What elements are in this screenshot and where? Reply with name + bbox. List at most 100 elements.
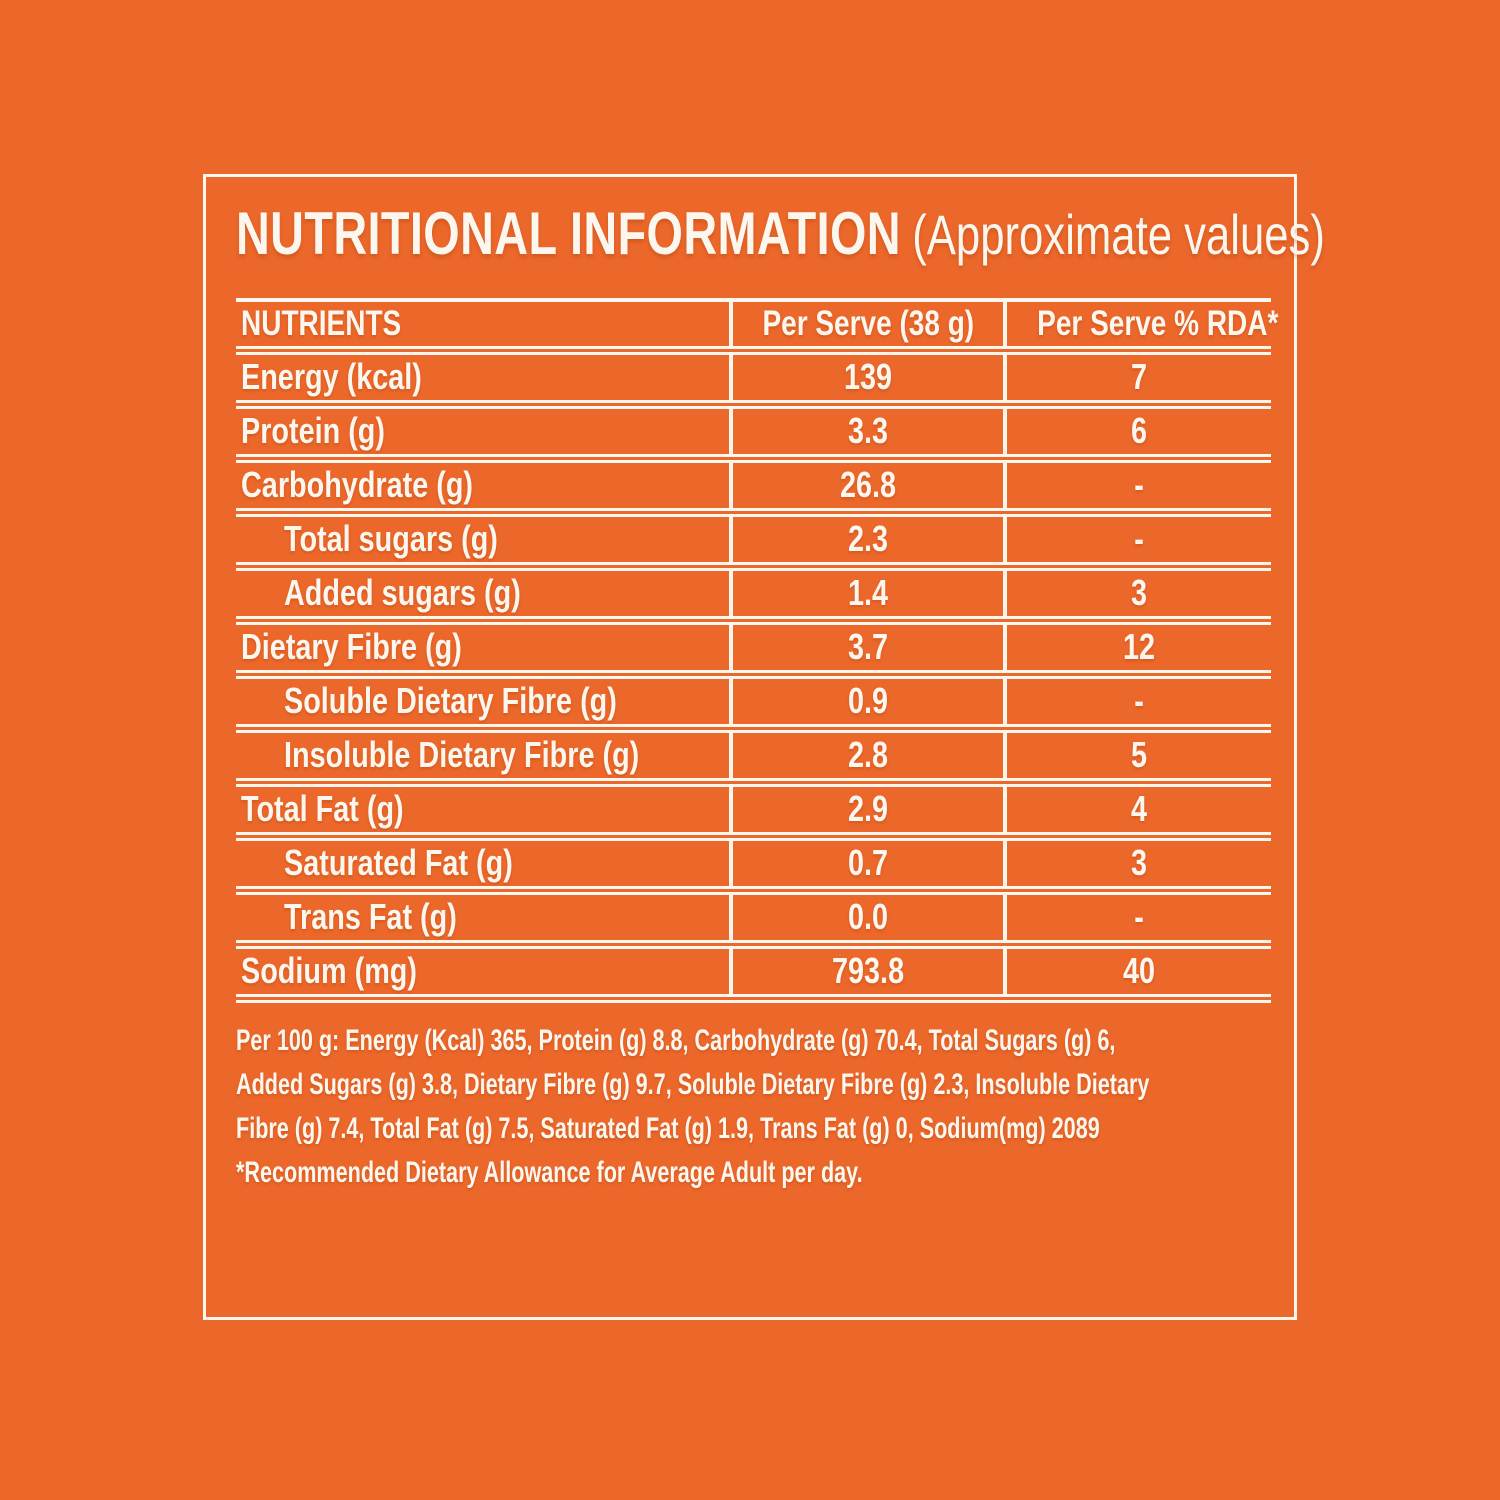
col-header-nutrients: NUTRIENTS bbox=[236, 298, 731, 355]
table-row: Insoluble Dietary Fibre (g) 2.8 5 bbox=[236, 728, 1271, 787]
rda-value-cell: 4 bbox=[1003, 782, 1271, 841]
per-serve-value-cell: 26.8 bbox=[729, 458, 1005, 517]
per-serve-value-cell: 2.9 bbox=[729, 782, 1005, 841]
per-100g-note-line-3: Fibre (g) 7.4, Total Fat (g) 7.5, Satura… bbox=[236, 1111, 1100, 1145]
per-serve-value: 0.7 bbox=[847, 842, 889, 883]
nutrient-label: Total Fat (g) bbox=[241, 788, 404, 829]
title-qualifier: (Approximate values) bbox=[912, 203, 1325, 266]
nutrient-label: Energy (kcal) bbox=[241, 356, 422, 397]
per-serve-value: 0.0 bbox=[847, 896, 889, 937]
rda-value-cell: 3 bbox=[1003, 566, 1271, 625]
rda-value-cell: - bbox=[1003, 674, 1271, 733]
page-title: NUTRITIONAL INFORMATION bbox=[236, 200, 901, 267]
rda-value: - bbox=[1134, 680, 1144, 721]
table-row: Total Fat (g) 2.9 4 bbox=[236, 782, 1271, 841]
rda-value-cell: 3 bbox=[1003, 836, 1271, 895]
nutrient-label-cell: Protein (g) bbox=[236, 404, 731, 463]
table-row: Total sugars (g) 2.3 - bbox=[236, 512, 1271, 571]
per-serve-value-cell: 139 bbox=[729, 350, 1005, 409]
per-serve-value: 2.9 bbox=[847, 788, 889, 829]
rda-value-cell: 40 bbox=[1003, 944, 1271, 1003]
per-serve-value: 3.3 bbox=[847, 410, 889, 451]
nutrient-label-cell: Sodium (mg) bbox=[236, 944, 731, 1003]
nutrient-label: Saturated Fat (g) bbox=[284, 842, 513, 883]
rda-value: 3 bbox=[1130, 572, 1148, 613]
rda-value: 4 bbox=[1130, 788, 1148, 829]
col-header-per-serve-label: Per Serve (38 g) bbox=[762, 303, 974, 343]
footnotes: Per 100 g: Energy (Kcal) 365, Protein (g… bbox=[236, 1019, 1294, 1195]
rda-value: 5 bbox=[1130, 734, 1148, 775]
per-serve-value-cell: 0.9 bbox=[729, 674, 1005, 733]
table-row: Sodium (mg) 793.8 40 bbox=[236, 944, 1271, 1003]
rda-value-cell: - bbox=[1003, 512, 1271, 571]
per-100g-note-line-1: Per 100 g: Energy (Kcal) 365, Protein (g… bbox=[236, 1023, 1116, 1057]
table-row: Added sugars (g) 1.4 3 bbox=[236, 566, 1271, 625]
nutrient-label-cell: Insoluble Dietary Fibre (g) bbox=[236, 728, 731, 787]
nutrient-label-cell: Saturated Fat (g) bbox=[236, 836, 731, 895]
nutrient-label-cell: Dietary Fibre (g) bbox=[236, 620, 731, 679]
per-serve-value-cell: 3.7 bbox=[729, 620, 1005, 679]
panel-title: NUTRITIONAL INFORMATION (Approximate val… bbox=[236, 199, 1325, 268]
per-serve-value-cell: 2.8 bbox=[729, 728, 1005, 787]
rda-value-cell: 12 bbox=[1003, 620, 1271, 679]
rda-value-cell: 5 bbox=[1003, 728, 1271, 787]
per-serve-value: 2.8 bbox=[847, 734, 889, 775]
rda-value: 3 bbox=[1130, 842, 1148, 883]
table-row: Energy (kcal) 139 7 bbox=[236, 350, 1271, 409]
per-serve-value: 3.7 bbox=[847, 626, 889, 667]
rda-value: 40 bbox=[1122, 950, 1156, 991]
nutrient-label: Carbohydrate (g) bbox=[241, 464, 474, 505]
nutrient-label: Trans Fat (g) bbox=[284, 896, 457, 937]
col-header-nutrients-label: NUTRIENTS bbox=[241, 303, 402, 343]
col-header-per-serve-rda-label: Per Serve % RDA* bbox=[1037, 303, 1279, 343]
nutrient-label: Sodium (mg) bbox=[241, 950, 417, 991]
rda-value-cell: 7 bbox=[1003, 350, 1271, 409]
rda-value-cell: - bbox=[1003, 458, 1271, 517]
per-serve-value-cell: 793.8 bbox=[729, 944, 1005, 1003]
nutrient-label-cell: Soluble Dietary Fibre (g) bbox=[236, 674, 731, 733]
per-serve-value: 139 bbox=[843, 356, 893, 397]
table-row: Dietary Fibre (g) 3.7 12 bbox=[236, 620, 1271, 679]
rda-value-cell: - bbox=[1003, 890, 1271, 949]
per-100g-note-line-2: Added Sugars (g) 3.8, Dietary Fibre (g) … bbox=[236, 1067, 1150, 1101]
nutrition-panel: NUTRITIONAL INFORMATION (Approximate val… bbox=[203, 174, 1325, 1320]
rda-value: 6 bbox=[1130, 410, 1148, 451]
per-serve-value: 2.3 bbox=[847, 518, 889, 559]
col-header-per-serve-rda: Per Serve % RDA* bbox=[1003, 298, 1278, 355]
nutrient-label: Protein (g) bbox=[241, 410, 385, 451]
per-serve-value-cell: 1.4 bbox=[729, 566, 1005, 625]
rda-value: 12 bbox=[1122, 626, 1156, 667]
per-serve-value-cell: 0.0 bbox=[729, 890, 1005, 949]
nutrient-label-cell: Energy (kcal) bbox=[236, 350, 731, 409]
table-row: Saturated Fat (g) 0.7 3 bbox=[236, 836, 1271, 895]
per-serve-value-cell: 0.7 bbox=[729, 836, 1005, 895]
nutrient-label: Dietary Fibre (g) bbox=[241, 626, 462, 667]
header-row: NUTRIENTS Per Serve (38 g) Per Serve % R… bbox=[236, 298, 1278, 355]
nutrient-label-cell: Trans Fat (g) bbox=[236, 890, 731, 949]
table-row: Carbohydrate (g) 26.8 - bbox=[236, 458, 1271, 517]
nutrient-label-cell: Total sugars (g) bbox=[236, 512, 731, 571]
per-serve-value: 1.4 bbox=[847, 572, 889, 613]
rda-note-line: *Recommended Dietary Allowance for Avera… bbox=[236, 1155, 863, 1189]
nutrient-label-cell: Added sugars (g) bbox=[236, 566, 731, 625]
col-header-per-serve: Per Serve (38 g) bbox=[729, 298, 1005, 355]
rda-value: - bbox=[1134, 518, 1144, 559]
per-serve-value-cell: 2.3 bbox=[729, 512, 1005, 571]
per-serve-value: 793.8 bbox=[831, 950, 905, 991]
rda-value: - bbox=[1134, 896, 1144, 937]
nutrient-label: Total sugars (g) bbox=[284, 518, 498, 559]
per-serve-value-cell: 3.3 bbox=[729, 404, 1005, 463]
table-row: Protein (g) 3.3 6 bbox=[236, 404, 1271, 463]
table-row: Trans Fat (g) 0.0 - bbox=[236, 890, 1271, 949]
rda-value-cell: 6 bbox=[1003, 404, 1271, 463]
per-serve-value: 0.9 bbox=[847, 680, 889, 721]
nutrient-label-cell: Total Fat (g) bbox=[236, 782, 731, 841]
rda-value: - bbox=[1134, 464, 1144, 505]
nutrient-label: Soluble Dietary Fibre (g) bbox=[284, 680, 617, 721]
rda-value: 7 bbox=[1130, 356, 1148, 397]
nutrient-label-cell: Carbohydrate (g) bbox=[236, 458, 731, 517]
per-serve-value: 26.8 bbox=[839, 464, 897, 505]
nutrient-label: Added sugars (g) bbox=[284, 572, 521, 613]
nutrition-table: NUTRIENTS Per Serve (38 g) Per Serve % R… bbox=[236, 298, 1278, 1003]
